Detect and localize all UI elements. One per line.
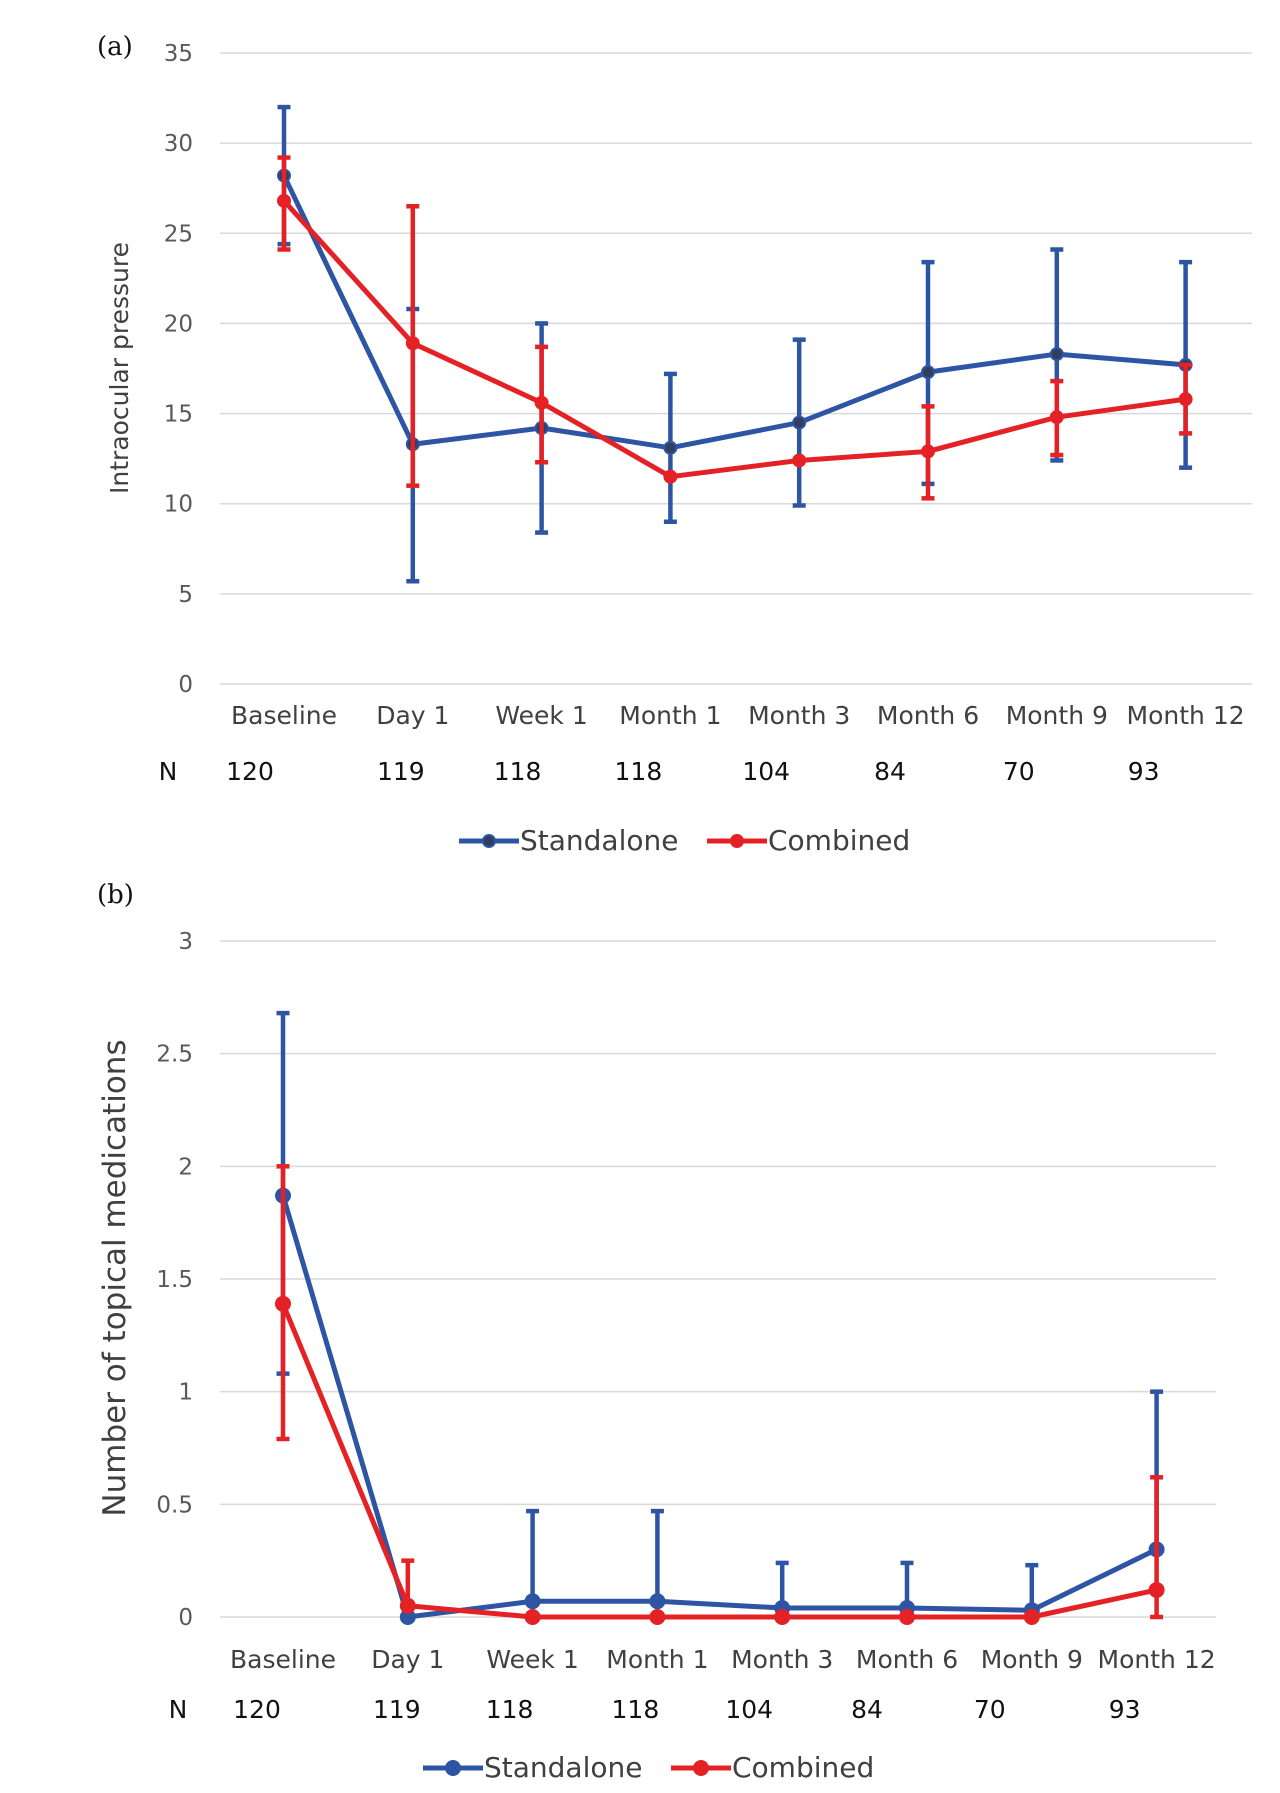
n-value: 120 <box>233 1695 281 1724</box>
data-point <box>792 453 807 468</box>
y-tick-label: 3 <box>178 929 193 955</box>
panel-label: (b) <box>97 880 134 910</box>
n-value: 118 <box>612 1695 660 1724</box>
data-point <box>1148 1581 1165 1598</box>
data-point <box>649 1593 666 1610</box>
x-tick-label: Baseline <box>230 1645 336 1674</box>
data-point <box>1023 1609 1040 1625</box>
series-line <box>280 1193 1160 1620</box>
legend-swatch-marker <box>693 1760 709 1776</box>
y-tick-label: 1 <box>178 1380 193 1406</box>
chart-panel-a: (a) 0 5 10 15 20 25 30 35 Intraocular pressure Bas… <box>97 32 1252 857</box>
n-value: 70 <box>1003 757 1035 786</box>
x-tick-label: Week 1 <box>486 1645 578 1674</box>
y-tick-label: 15 <box>164 402 193 428</box>
x-tick-label: Month 12 <box>1127 701 1245 730</box>
data-point <box>1178 392 1193 407</box>
x-tick-label: Month 9 <box>981 1645 1083 1674</box>
legend-label: Combined <box>732 1751 874 1784</box>
n-value: 104 <box>725 1695 773 1724</box>
x-tick-label: Month 3 <box>731 1645 833 1674</box>
x-tick-label: Baseline <box>231 701 337 730</box>
data-point <box>399 1597 416 1614</box>
y-tick-label: 20 <box>164 311 193 337</box>
series-combined <box>275 1164 1165 1625</box>
legend-label: Standalone <box>484 1751 642 1784</box>
data-point <box>1049 410 1064 425</box>
y-tick-label: 35 <box>164 41 193 67</box>
y-tick-label: 2.5 <box>156 1042 193 1068</box>
legend-swatch-marker <box>730 834 744 848</box>
n-value: 84 <box>874 757 906 786</box>
y-tick-label: 0 <box>178 1605 193 1631</box>
data-point <box>524 1609 541 1625</box>
y-tick-label: 10 <box>164 492 193 518</box>
data-point <box>774 1609 791 1625</box>
n-value: 118 <box>486 1695 534 1724</box>
y-axis-label: Intraocular pressure <box>105 242 134 494</box>
n-value: 104 <box>742 757 790 786</box>
series-combined <box>277 155 1193 501</box>
data-point <box>399 1609 416 1625</box>
n-value: 120 <box>226 757 274 786</box>
data-point <box>921 444 935 459</box>
n-value: 119 <box>373 1695 421 1724</box>
y-axis-label: Number of topical medications <box>97 1039 133 1516</box>
data-point <box>899 1609 915 1625</box>
data-point <box>524 1593 541 1610</box>
data-point <box>663 469 678 484</box>
data-point <box>275 1295 291 1312</box>
series-line <box>281 173 1189 451</box>
x-tick-label: Month 6 <box>877 701 979 730</box>
series-line <box>280 1301 1160 1620</box>
legend-swatch-marker <box>445 1760 461 1776</box>
y-tick-label: 5 <box>178 582 193 608</box>
y-tick-label: 2 <box>178 1154 193 1180</box>
data-point <box>405 336 420 351</box>
x-tick-label: Month 3 <box>748 701 850 730</box>
chart-panel-b: (b) 0 0.5 1 1.5 2 2.5 3 Number of topical medica… <box>97 880 1216 1784</box>
x-tick-label: Month 1 <box>606 1645 708 1674</box>
n-value: 118 <box>494 757 542 786</box>
x-tick-label: Month 1 <box>619 701 721 730</box>
data-point <box>1049 347 1064 362</box>
series-standalone <box>275 1010 1165 1625</box>
data-point <box>277 193 291 208</box>
x-tick-label: Month 6 <box>856 1645 958 1674</box>
x-tick-label: Day 1 <box>376 701 449 730</box>
y-tick-label: 0 <box>178 672 193 698</box>
legend-swatch-marker <box>482 834 496 848</box>
x-tick-label: Month 12 <box>1098 1645 1216 1674</box>
n-row-label: N <box>159 757 178 786</box>
n-value: 84 <box>851 1695 883 1724</box>
series-line <box>281 198 1189 480</box>
n-value: 119 <box>377 757 425 786</box>
data-point <box>663 440 678 455</box>
n-value: 118 <box>615 757 663 786</box>
n-value: 93 <box>1109 1695 1141 1724</box>
legend-label: Standalone <box>520 824 678 857</box>
y-tick-label: 1.5 <box>156 1267 193 1293</box>
data-point <box>534 395 549 410</box>
y-tick-label: 30 <box>164 131 193 157</box>
n-value: 70 <box>974 1695 1006 1724</box>
x-tick-label: Day 1 <box>371 1645 444 1674</box>
data-point <box>649 1609 666 1625</box>
data-point <box>792 415 807 430</box>
y-tick-label: 25 <box>164 221 193 247</box>
y-tick-label: 0.5 <box>156 1492 193 1518</box>
legend-label: Combined <box>768 824 910 857</box>
panel-label: (a) <box>97 32 133 62</box>
data-point <box>921 365 935 380</box>
x-tick-label: Week 1 <box>495 701 587 730</box>
n-row-label: N <box>169 1695 188 1724</box>
n-value: 93 <box>1128 757 1160 786</box>
x-tick-label: Month 9 <box>1006 701 1108 730</box>
